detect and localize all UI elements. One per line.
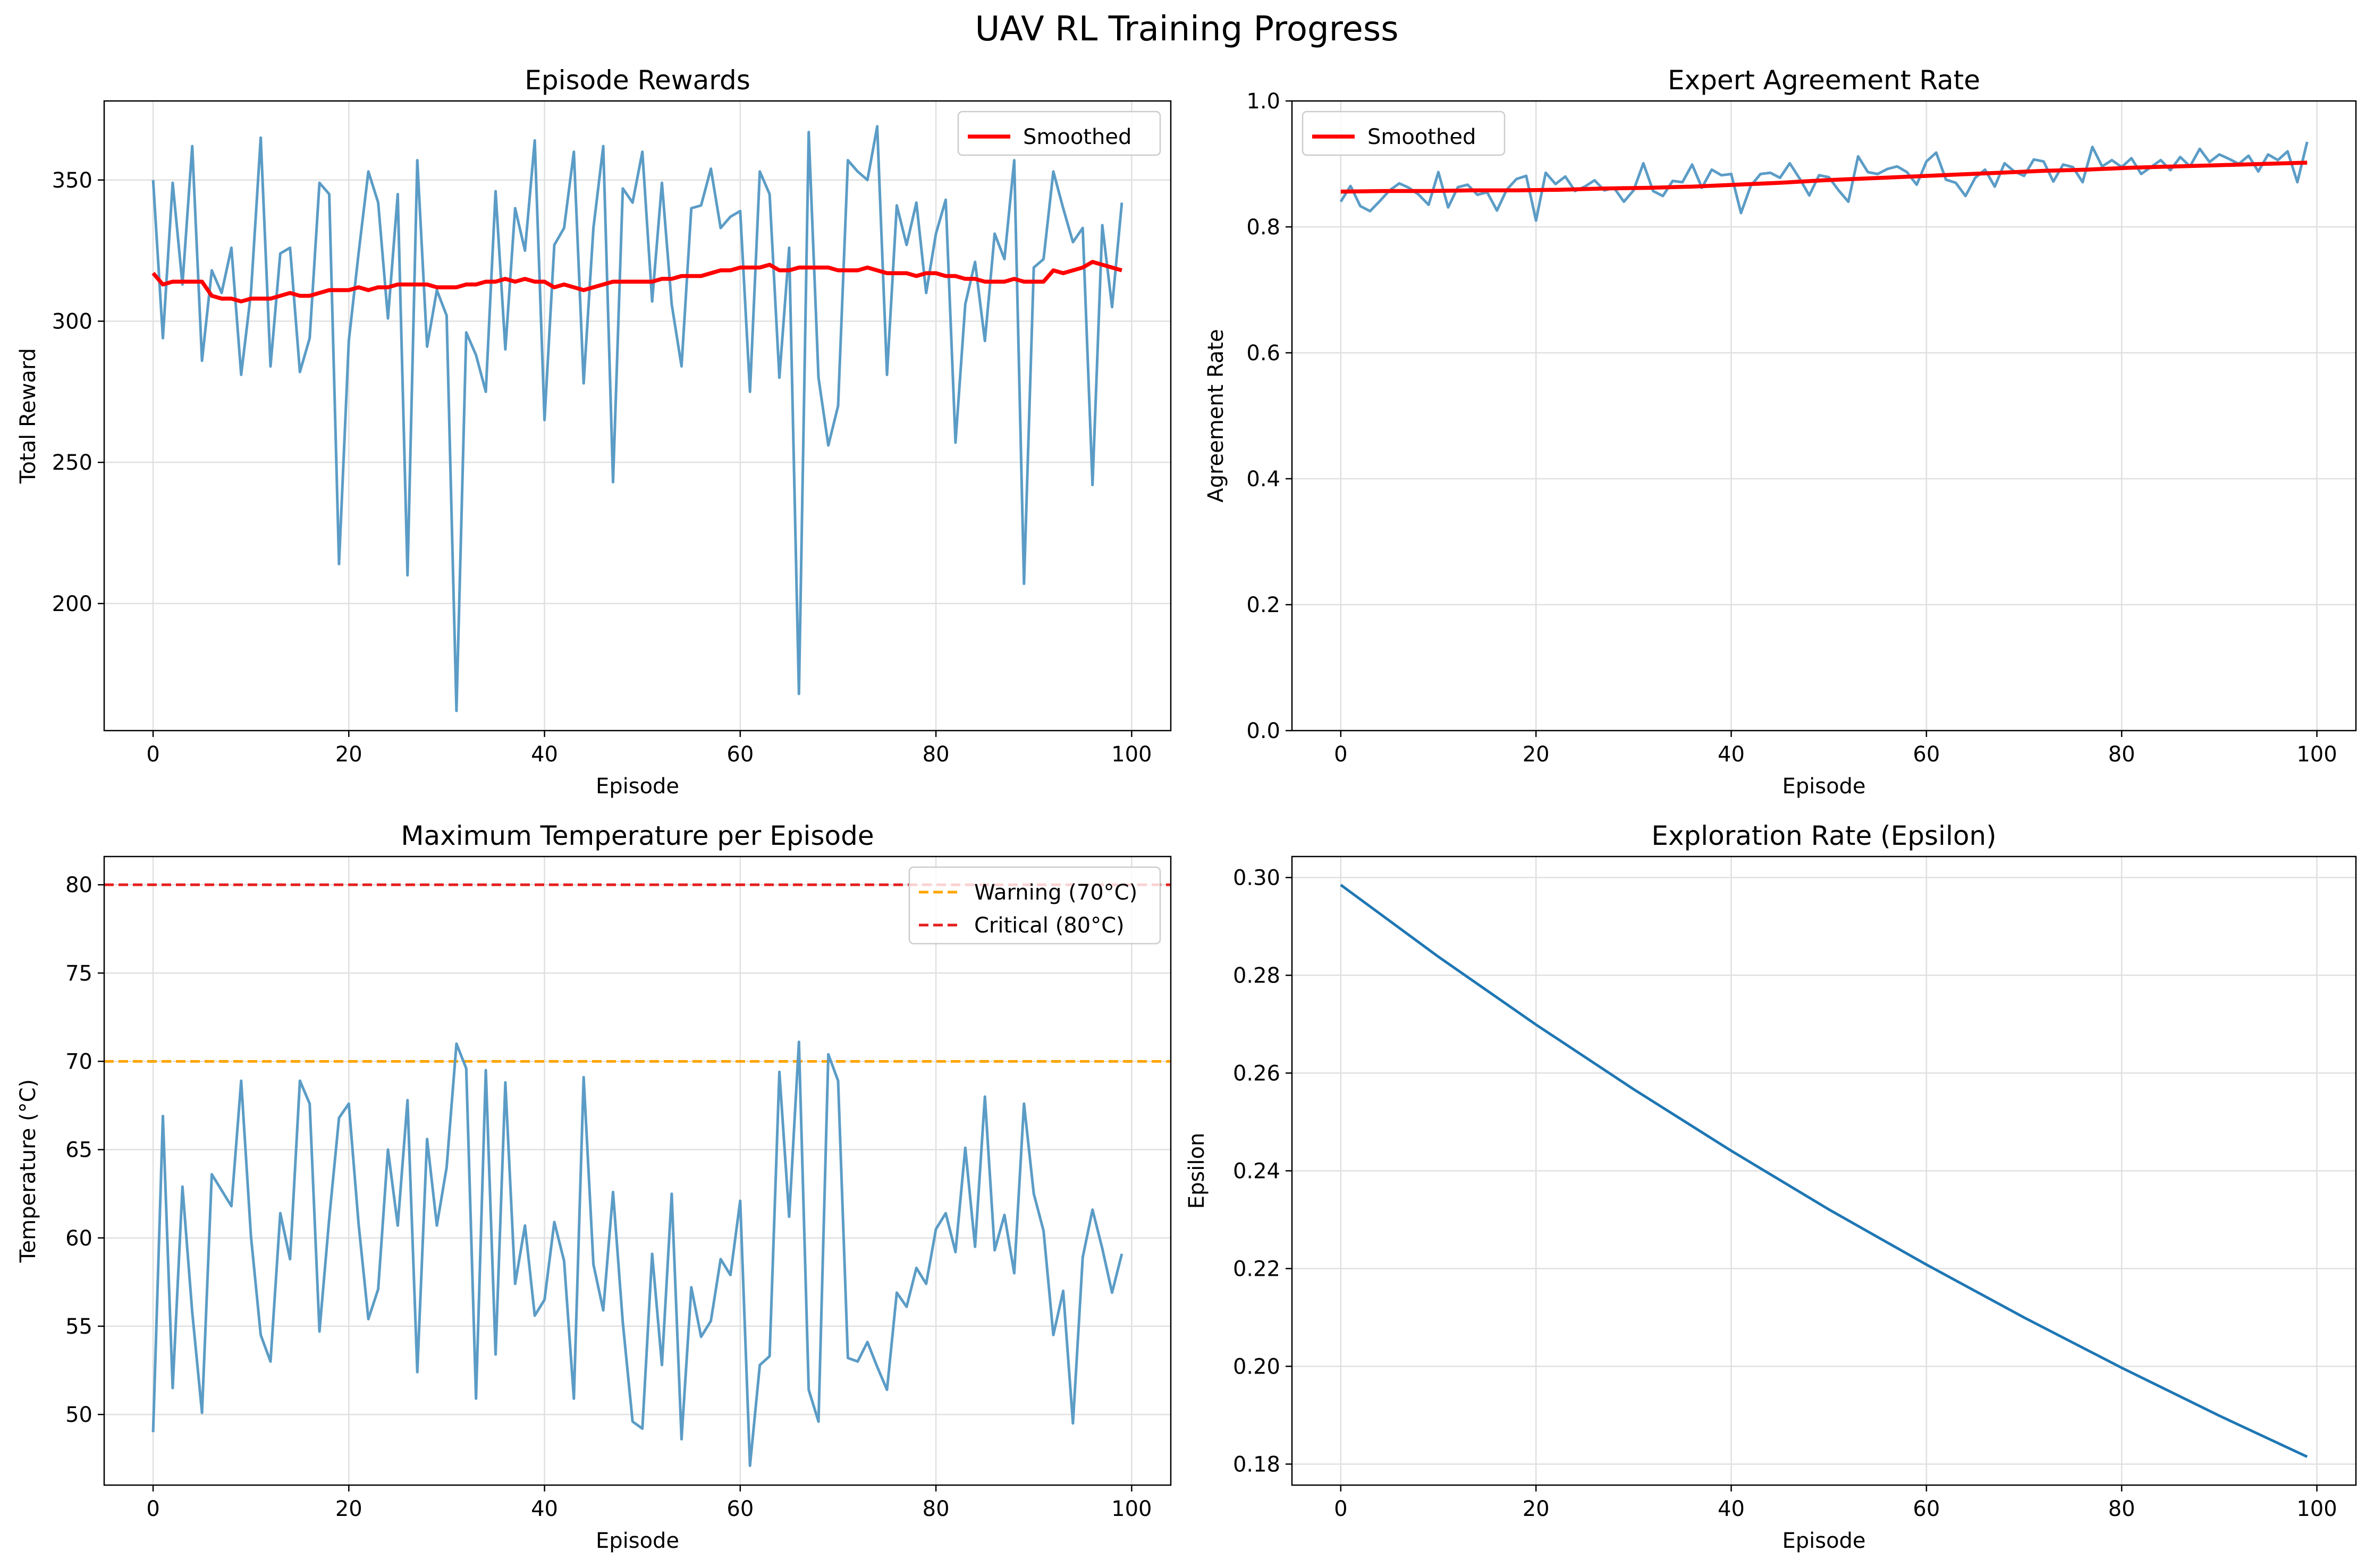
grid-lines: [104, 101, 1171, 731]
x-tick-label: 0: [146, 1497, 159, 1521]
x-tick-label: 40: [1718, 1497, 1745, 1521]
x-tick-label: 60: [726, 742, 754, 767]
y-tick-label: 75: [65, 961, 92, 986]
legend-entry: Critical (80°C): [974, 913, 1125, 938]
y-tick-label: 70: [65, 1049, 92, 1074]
x-tick-label: 80: [2108, 1497, 2135, 1521]
x-tick-label: 60: [1913, 1497, 1940, 1521]
x-tick-label: 60: [726, 1497, 754, 1521]
x-tick-label: 40: [531, 1497, 558, 1521]
legend-box: [1302, 111, 1506, 156]
grid-lines: [1292, 857, 2356, 1485]
y-tick-label: 0.22: [1233, 1257, 1280, 1281]
x-tick-label: 60: [1913, 742, 1940, 767]
x-tick-label: 80: [923, 742, 950, 767]
chart-title: Episode Rewards: [525, 65, 750, 96]
panel-temperature: 0 20 40 60 80 100 50 55 60 65 70 75 80 Maximum Temper…: [16, 820, 1172, 1553]
x-tick-label: 0: [1334, 742, 1347, 767]
series-line-raw: [151, 125, 1123, 713]
legend-box: [957, 111, 1161, 156]
y-tick-label: 65: [65, 1138, 92, 1163]
grid-lines: [104, 857, 1171, 1485]
panel-agreement: 0 20 40 60 80 100 0.0 0.2 0.4 0.6 0.8 1.0 Expert Agr…: [1204, 65, 2357, 799]
figure-suptitle: UAV RL Training Progress: [975, 10, 1398, 49]
y-tick-label: 0.4: [1246, 467, 1280, 491]
x-tick-label: 0: [1334, 1497, 1347, 1521]
x-tick-label: 100: [2296, 742, 2337, 767]
x-tick-label: 0: [146, 742, 159, 767]
y-tick-label: 250: [52, 451, 92, 475]
y-tick-label: 50: [65, 1403, 92, 1427]
panel-rewards: 0 20 40 60 80 100 200 250 300 350 Episode Rewards E…: [16, 65, 1172, 799]
x-axis-label: Episode: [596, 774, 679, 799]
y-axis-label: Agreement Rate: [1204, 329, 1228, 503]
y-tick-label: 0.0: [1246, 719, 1280, 743]
legend: Smoothed: [1302, 111, 1506, 156]
y-axis-label: Temperature (°C): [16, 1079, 40, 1263]
y-tick-label: 300: [52, 309, 92, 334]
x-tick-label: 100: [2296, 1497, 2337, 1521]
x-tick-label: 20: [335, 1497, 362, 1521]
series-line-smoothed: [1340, 160, 2308, 194]
y-tick-label: 0.8: [1246, 215, 1280, 240]
chart-title: Maximum Temperature per Episode: [401, 820, 874, 851]
x-tick-label: 40: [1718, 742, 1745, 767]
axes-frame: [103, 100, 1172, 732]
x-tick-label: 20: [1523, 1497, 1550, 1521]
legend-entry: Smoothed: [1023, 125, 1131, 149]
x-tick-label: 100: [1111, 1497, 1152, 1521]
y-tick-label: 200: [52, 592, 92, 616]
y-tick-label: 80: [65, 873, 92, 897]
x-tick-label: 80: [2108, 742, 2135, 767]
series-line-raw: [1339, 141, 2309, 222]
y-tick-label: 1.0: [1246, 89, 1280, 114]
y-axis-label: Epsilon: [1185, 1133, 1209, 1209]
axes-frame: [1291, 100, 2357, 732]
x-tick-label: 40: [531, 742, 558, 767]
y-tick-label: 0.6: [1246, 341, 1280, 366]
x-axis-label: Episode: [1782, 1529, 1865, 1553]
x-tick-label: 20: [335, 742, 362, 767]
y-axis-label: Total Reward: [16, 348, 40, 484]
series-line-raw: [151, 1040, 1123, 1467]
y-tick-label: 0.20: [1233, 1354, 1280, 1379]
x-tick-label: 100: [1111, 742, 1152, 767]
series-line-smoothed: [151, 260, 1122, 304]
chart-title: Expert Agreement Rate: [1668, 65, 1980, 96]
y-tick-label: 0.30: [1233, 866, 1280, 891]
y-tick-label: 350: [52, 168, 92, 193]
legend: Smoothed: [957, 111, 1161, 156]
y-tick-label: 60: [65, 1226, 92, 1251]
x-axis-label: Episode: [596, 1529, 679, 1553]
x-axis-label: Episode: [1782, 774, 1865, 799]
y-tick-label: 0.2: [1246, 593, 1280, 617]
y-tick-label: 0.24: [1233, 1159, 1280, 1184]
y-tick-label: 0.26: [1233, 1062, 1280, 1086]
grid-lines: [1292, 100, 2356, 732]
legend-entry: Smoothed: [1367, 125, 1476, 149]
panel-epsilon: 0 20 40 60 80 100 0.18 0.20 0.22 0.24 0.26 0.28 0.30…: [1185, 820, 2357, 1553]
x-tick-label: 80: [923, 1497, 950, 1521]
x-tick-label: 20: [1523, 742, 1550, 767]
series-line-epsilon: [1340, 884, 2308, 1458]
legend-entry: Warning (70°C): [974, 880, 1137, 905]
legend-box: [908, 866, 1161, 945]
axes-frame: [103, 855, 1172, 1486]
y-tick-label: 55: [65, 1315, 92, 1339]
chart-title: Exploration Rate (Epsilon): [1651, 820, 1996, 851]
y-tick-label: 0.28: [1233, 964, 1280, 988]
y-tick-label: 0.18: [1233, 1452, 1280, 1477]
legend: Warning (70°C) Critical (80°C): [908, 866, 1161, 945]
